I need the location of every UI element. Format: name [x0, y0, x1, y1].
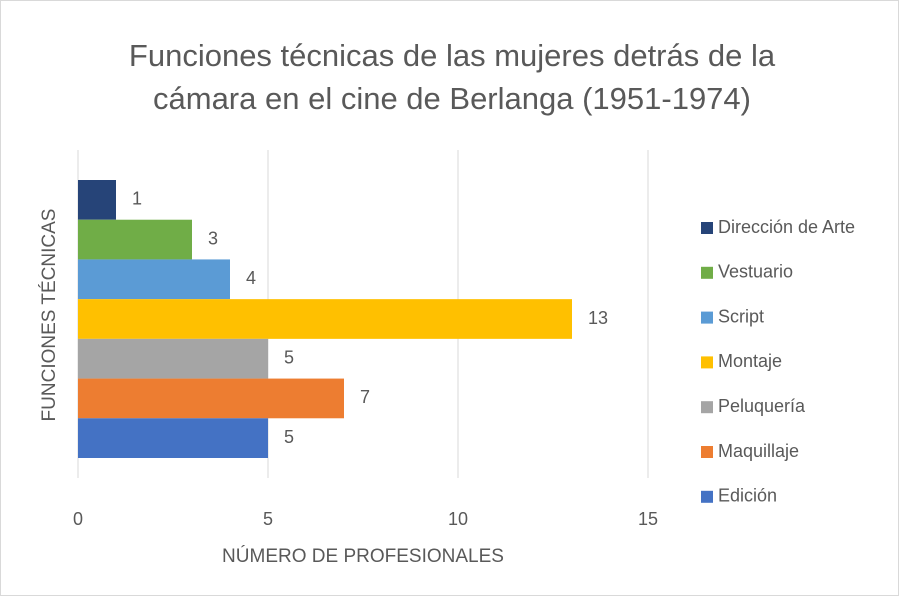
x-tick-label: 0: [73, 509, 83, 529]
bar: [78, 378, 344, 419]
legend-label: Peluquería: [718, 396, 806, 416]
data-label: 5: [284, 347, 294, 367]
bar: [78, 418, 268, 458]
x-tick-label: 10: [448, 509, 468, 529]
legend-swatch: [701, 490, 713, 503]
legend-label: Dirección de Arte: [718, 217, 855, 237]
legend-swatch: [701, 266, 713, 279]
legend-swatch: [701, 311, 713, 324]
data-label: 3: [208, 228, 218, 248]
data-label: 5: [284, 427, 294, 447]
bar: [78, 338, 268, 379]
y-axis-label: FUNCIONES TÉCNICAS: [39, 209, 60, 422]
legend-label: Edición: [718, 486, 777, 506]
legend-label: Vestuario: [718, 262, 793, 282]
chart-title: Funciones técnicas de las mujeres detrás…: [129, 38, 776, 73]
legend-label: Maquillaje: [718, 441, 799, 461]
legend-swatch: [701, 401, 713, 414]
data-label: 1: [132, 189, 142, 209]
data-label: 4: [246, 268, 256, 288]
bar: [78, 180, 116, 220]
bar: [78, 219, 192, 260]
bar: [78, 299, 572, 339]
legend-swatch: [701, 222, 713, 234]
x-tick-label: 5: [263, 509, 273, 529]
legend-label: Montaje: [718, 351, 782, 371]
x-axis-label: NÚMERO DE PROFESIONALES: [222, 545, 504, 567]
data-label: 7: [360, 387, 370, 407]
legend-label: Script: [718, 306, 764, 326]
legend-swatch: [701, 446, 713, 458]
chart-title: cámara en el cine de Berlanga (1951-1974…: [153, 81, 751, 116]
data-label: 13: [588, 308, 608, 328]
bar: [78, 259, 230, 300]
legend-swatch: [701, 356, 713, 369]
x-tick-label: 15: [638, 509, 658, 529]
